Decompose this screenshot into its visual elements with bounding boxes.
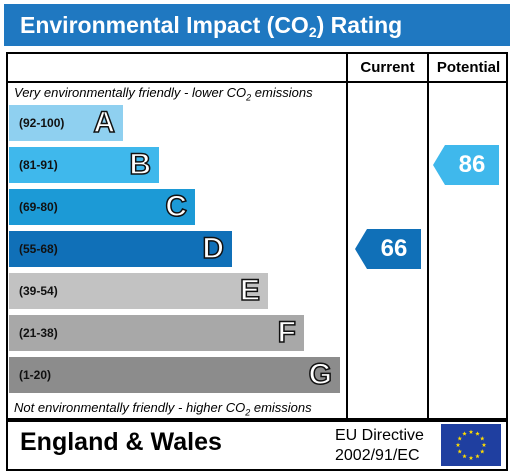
rating-table <box>6 52 508 420</box>
title-subscript: 2 <box>308 24 317 40</box>
rating-arrow-value: 86 <box>458 151 486 178</box>
band-letter-label: C <box>165 189 188 224</box>
bottom-note: Not environmentally friendly - higher CO… <box>14 400 312 418</box>
flag-star <box>468 429 474 434</box>
eu-flag-icon <box>441 424 501 466</box>
top-note-sub: 2 <box>246 92 252 103</box>
band-c: (69-80) C <box>9 189 195 225</box>
band-b: (81-91) B <box>9 147 159 183</box>
band-letter-label: A <box>93 105 116 140</box>
current-column-divider <box>346 52 348 420</box>
bottom-note-sub: 2 <box>245 407 251 418</box>
title-post: ) Rating <box>316 12 403 38</box>
top-note: Very environmentally friendly - lower CO… <box>14 85 313 103</box>
band-range-label: (21-38) <box>19 326 58 340</box>
band-letter-label: F <box>277 315 297 350</box>
band-f: (21-38) F <box>9 315 304 351</box>
potential-column-header: Potential <box>436 59 501 76</box>
band-range-label: (39-54) <box>19 284 58 298</box>
band-letter-label: G <box>308 357 333 392</box>
band-d: (55-68) D <box>9 231 232 267</box>
flag-star <box>479 449 485 454</box>
band-range-label: (69-80) <box>19 200 58 214</box>
footer <box>6 420 508 471</box>
chart-title: Environmental Impact (CO2) Rating <box>4 4 510 46</box>
band-a: (92-100) A <box>9 105 123 141</box>
potential-rating-arrow: 86 <box>433 145 499 185</box>
band-g: (1-20) G <box>9 357 340 393</box>
flag-star <box>468 455 474 460</box>
band-letter-label: E <box>239 273 261 308</box>
rating-arrow-value: 66 <box>380 235 408 262</box>
band-letter-label: B <box>129 147 152 182</box>
flag-star <box>457 436 463 441</box>
flag-star <box>462 431 467 436</box>
band-e: (39-54) E <box>9 273 268 309</box>
flag-star <box>462 453 467 459</box>
band-range-label: (55-68) <box>19 242 58 256</box>
flag-star <box>479 436 485 441</box>
flag-star <box>457 449 463 454</box>
flag-star <box>475 453 480 459</box>
band-range-label: (92-100) <box>19 116 65 130</box>
region-label: England & Wales <box>20 428 222 456</box>
directive-line1: EU Directive <box>335 427 424 444</box>
flag-star <box>455 442 461 447</box>
potential-column-divider <box>427 52 429 420</box>
rating-arrow-shape <box>433 145 499 185</box>
band-range-label: (81-91) <box>19 158 58 172</box>
flag-star <box>481 442 487 447</box>
bottom-note-post: emissions <box>250 400 312 415</box>
bottom-note-pre: Not environmentally friendly - higher CO <box>14 400 246 415</box>
top-note-post: emissions <box>251 85 313 100</box>
rating-arrow-shape <box>355 229 421 269</box>
title-pre: Environmental Impact (CO <box>20 12 309 38</box>
band-letter-label: D <box>202 231 225 266</box>
flag-star <box>475 431 480 436</box>
footer-divider <box>6 420 508 422</box>
header-divider <box>6 81 508 83</box>
eu-directive: EU Directive 2002/91/EC <box>335 426 435 466</box>
directive-line2: 2002/91/EC <box>335 447 420 464</box>
current-column-header: Current <box>360 59 415 76</box>
band-range-label: (1-20) <box>19 368 52 382</box>
top-note-pre: Very environmentally friendly - lower CO <box>14 85 247 100</box>
current-rating-arrow: 66 <box>355 229 421 269</box>
